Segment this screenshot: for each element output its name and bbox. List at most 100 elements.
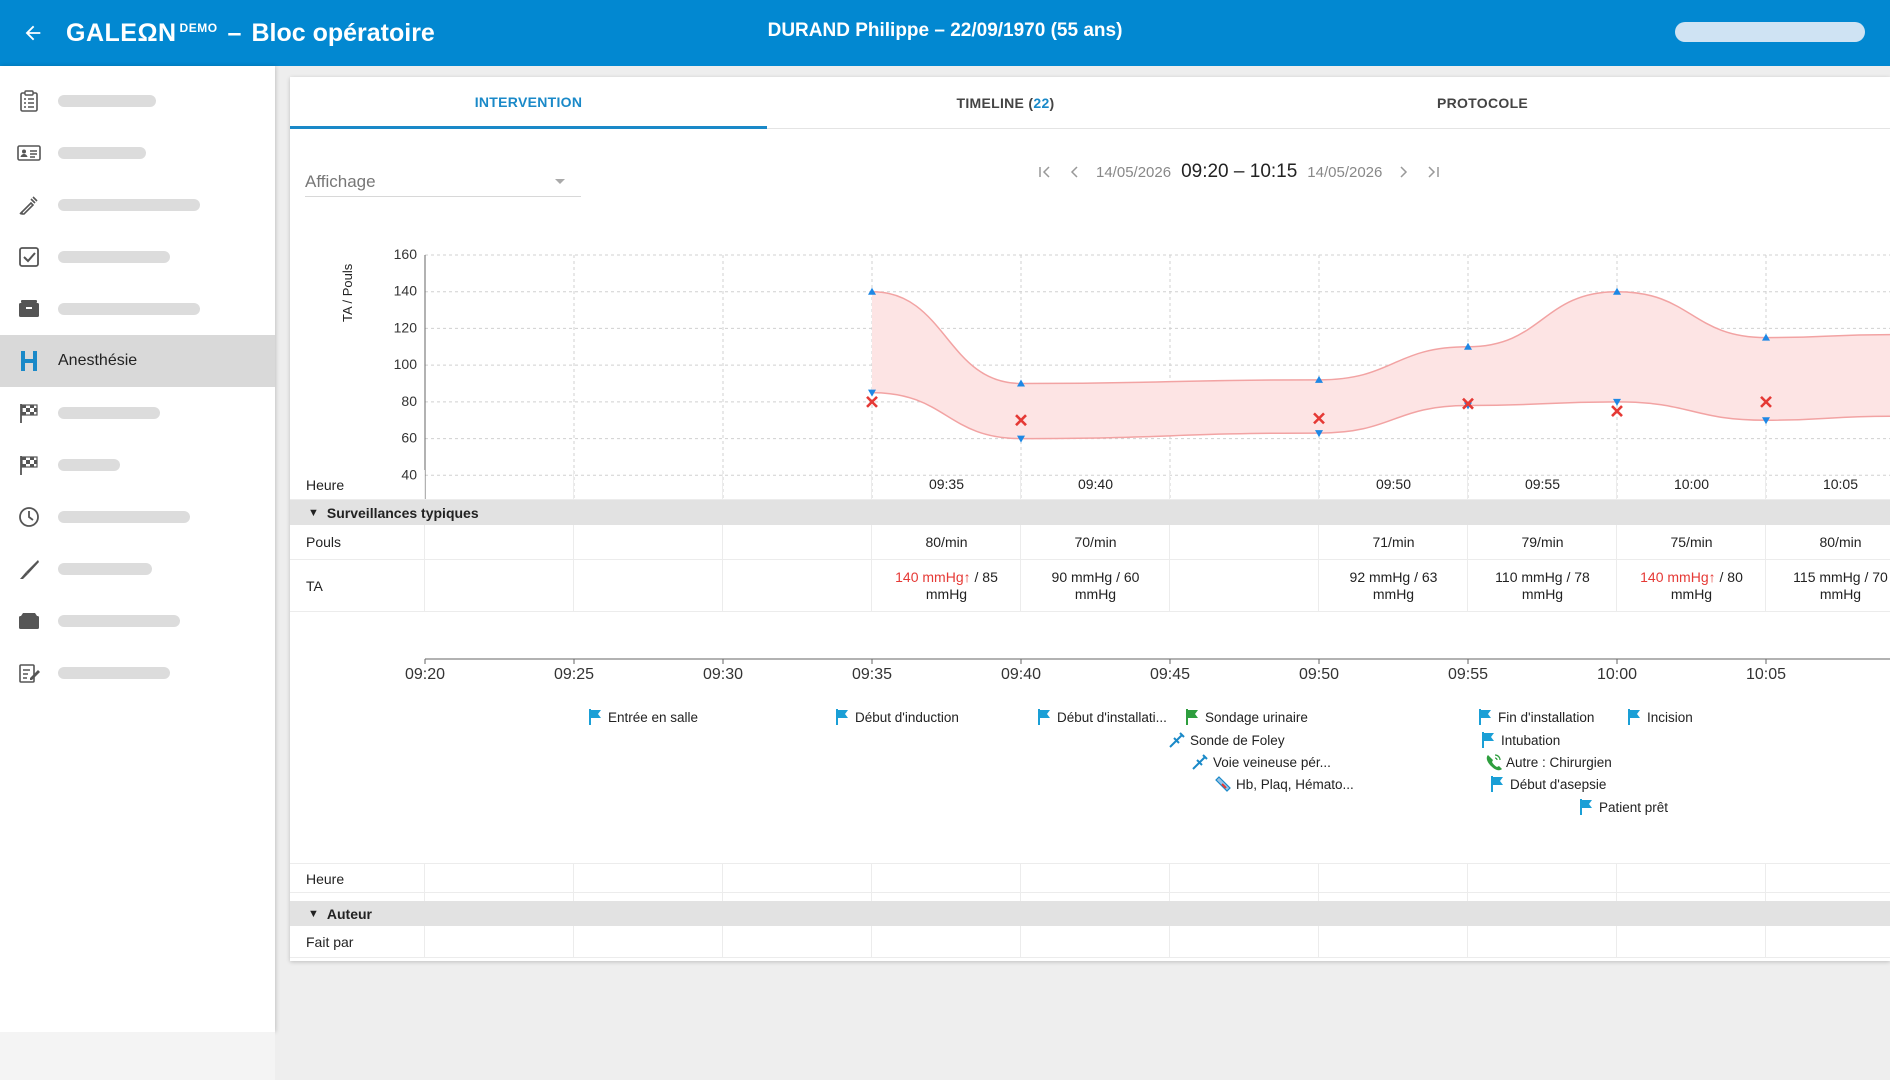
systolic-point[interactable] (1762, 333, 1770, 341)
systolic-point[interactable] (1315, 375, 1323, 383)
systolic-point[interactable] (1464, 342, 1472, 350)
diastolic-point[interactable] (868, 389, 876, 397)
heure-cell: 09:55 (1524, 476, 1561, 492)
pulse-point[interactable] (1015, 414, 1027, 427)
diastolic-point[interactable] (1017, 435, 1025, 443)
section-surveillances[interactable]: ▼ Surveillances typiques (290, 500, 1890, 525)
ta-unit: mmHg (1074, 586, 1117, 602)
tab-count: 22 (1033, 95, 1050, 111)
ta-cell[interactable]: 90 mmHg / 60 mmHg (1026, 569, 1166, 603)
timeline-event[interactable]: Début d'asepsie (1488, 775, 1606, 793)
sidebar-item-4[interactable] (0, 231, 275, 283)
timeline-event[interactable]: Début d'installati... (1035, 708, 1167, 726)
sidebar-item-12[interactable] (0, 647, 275, 699)
fait-par-label: Fait par (306, 934, 354, 950)
y-tick-label: 120 (394, 319, 418, 335)
y-tick-label: 60 (401, 430, 417, 446)
pouls-cell[interactable]: 80/min (925, 534, 968, 550)
systolic-point[interactable] (1017, 379, 1025, 387)
timeline-event[interactable]: Autre : Chirurgien (1484, 753, 1612, 771)
heure-label: Heure (306, 477, 345, 493)
timeline-event[interactable]: Patient prêt (1577, 798, 1668, 816)
event-label: Intubation (1501, 732, 1561, 748)
timeline-event[interactable]: Incision (1625, 708, 1693, 726)
next-button[interactable] (1388, 157, 1418, 187)
checkered-flag-icon (17, 453, 41, 477)
sidebar-item-1[interactable] (0, 75, 275, 127)
syringe-icon (17, 193, 41, 217)
sidebar-item-anesthesie[interactable]: Anesthésie (0, 335, 275, 387)
ta-value: 90 mmHg / 60 (1051, 569, 1140, 585)
pouls-cell[interactable]: 70/min (1074, 534, 1117, 550)
timeline-event[interactable]: Intubation (1479, 731, 1560, 749)
ta-cell[interactable]: 92 mmHg / 63 mmHg (1324, 569, 1464, 603)
chevron-down-icon (555, 179, 565, 184)
flag-green-icon (1183, 708, 1201, 726)
collapse-triangle-icon: ▼ (308, 506, 319, 519)
sidebar-item-8[interactable] (0, 439, 275, 491)
tab-label: INTERVENTION (474, 93, 583, 110)
y-tick-label: 80 (401, 393, 417, 409)
systolic-point[interactable] (868, 287, 876, 295)
sidebar-item-9[interactable] (0, 491, 275, 543)
ta-cell[interactable]: 140 mmHg↑ / 85 mmHg (877, 569, 1017, 603)
previous-button[interactable] (1060, 157, 1090, 187)
chevron-right-icon (1400, 166, 1408, 178)
sidebar-item-7[interactable] (0, 387, 275, 439)
flag-icon (1035, 708, 1053, 726)
section-auteur[interactable]: ▼ Auteur (290, 901, 1890, 926)
first-page-button[interactable] (1030, 157, 1060, 187)
pulse-point[interactable] (1611, 405, 1623, 417)
sidebar-item-11[interactable] (0, 595, 275, 647)
sidebar-item-placeholder (58, 459, 120, 471)
tab-timeline[interactable]: TIMELINE (22) (956, 95, 1055, 111)
column-divider (424, 470, 425, 612)
ta-cell[interactable]: 140 mmHg↑ / 80 mmHg (1622, 569, 1762, 603)
timeline-event[interactable]: Voie veineuse pér... (1191, 753, 1331, 771)
timeline-event[interactable]: Sonde de Foley (1168, 731, 1285, 749)
title-separator: – (227, 18, 242, 47)
timeline-event[interactable]: Début d'induction (833, 708, 959, 726)
timeline-event[interactable]: Hb, Plaq, Hémato... (1214, 775, 1354, 793)
sidebar-item-2[interactable] (0, 127, 275, 179)
sidebar-item-5[interactable] (0, 283, 275, 335)
event-label: Début d'asepsie (1510, 776, 1607, 792)
ta-cell[interactable]: 110 mmHg / 78 mmHg (1473, 569, 1613, 603)
pouls-cell[interactable]: 75/min (1670, 534, 1713, 550)
heure-cell: 10:00 (1673, 476, 1710, 492)
ta-value: 115 mmHg / 70 (1793, 569, 1888, 585)
pulse-point[interactable] (1462, 397, 1474, 410)
catheter-icon (1168, 731, 1186, 749)
pouls-cell[interactable]: 71/min (1372, 534, 1415, 550)
sidebar-item-placeholder (58, 615, 180, 627)
last-page-button[interactable] (1418, 157, 1448, 187)
sidebar-item-3[interactable] (0, 179, 275, 231)
user-menu[interactable] (1675, 22, 1865, 42)
timeline-event[interactable]: Sondage urinaire (1183, 708, 1308, 726)
tab-bar: INTERVENTION TIMELINE (22) PROTOCOLE (290, 77, 1890, 129)
affichage-select[interactable]: Affichage (305, 167, 581, 197)
diastolic-point[interactable] (1613, 398, 1621, 406)
tab-intervention[interactable]: INTERVENTION (290, 77, 767, 129)
pouls-cell[interactable]: 80/min (1819, 534, 1862, 550)
systolic-point[interactable] (1613, 287, 1621, 295)
flag-icon (586, 708, 604, 726)
timeline-event[interactable]: Fin d'installation (1476, 708, 1594, 726)
sidebar-bottom-bar (0, 1032, 275, 1080)
diastolic-point[interactable] (1762, 417, 1770, 425)
pouls-cell[interactable]: 79/min (1521, 534, 1564, 550)
pulse-point[interactable] (1760, 395, 1772, 408)
diastolic-point[interactable] (1315, 430, 1323, 438)
tab-label: TIMELINE (956, 95, 1025, 111)
timeline-event[interactable]: Entrée en salle (586, 708, 698, 726)
ta-unit: mmHg (1521, 586, 1564, 602)
sidebar-item-10[interactable] (0, 543, 275, 595)
event-label: Fin d'installation (1498, 709, 1595, 725)
pulse-point[interactable] (1313, 412, 1325, 425)
ta-cell[interactable]: 115 mmHg / 70 mmHg (1771, 569, 1890, 603)
column-divider (1318, 470, 1319, 612)
pulse-point[interactable] (866, 395, 878, 408)
hospital-h-icon (17, 349, 41, 373)
back-button[interactable] (0, 0, 66, 66)
tab-protocole[interactable]: PROTOCOLE (1244, 77, 1721, 129)
